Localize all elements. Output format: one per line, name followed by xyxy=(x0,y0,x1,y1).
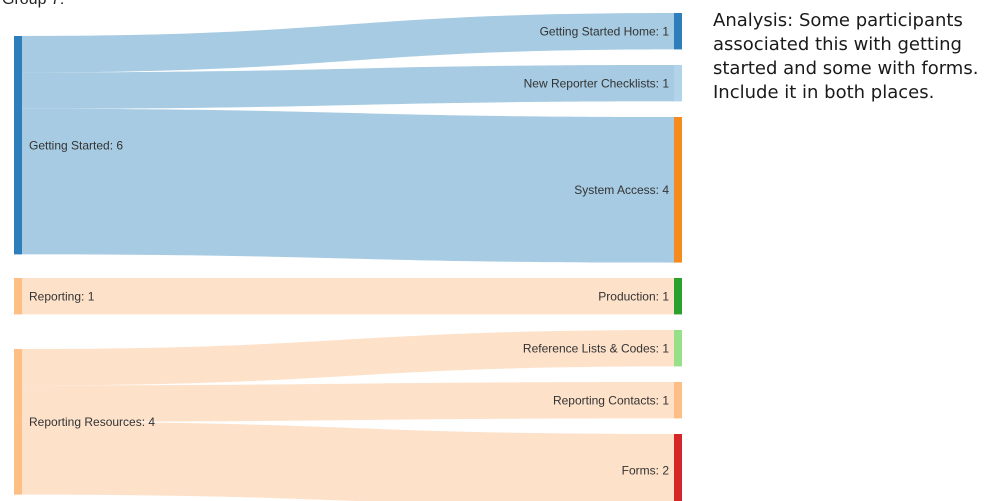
sankey-links xyxy=(22,13,674,501)
sankey-node-forms xyxy=(674,434,682,501)
sankey-link-reporting-resources-to-reference-lists-codes xyxy=(22,330,674,386)
sankey-label-reporting-contacts: Reporting Contacts: 1 xyxy=(553,393,669,407)
sankey-label-reporting: Reporting: 1 xyxy=(29,289,95,303)
sankey-node-reference-lists-codes xyxy=(674,330,682,367)
analysis-note: Analysis: Some participants associated t… xyxy=(713,10,979,103)
sankey-node-getting-started-home xyxy=(674,13,682,50)
sankey-link-getting-started-to-getting-started-home xyxy=(22,13,674,73)
sankey-node-production xyxy=(674,278,682,315)
sankey-node-new-reporter-checklists xyxy=(674,65,682,102)
sankey-link-getting-started-to-new-reporter-checklists xyxy=(22,65,674,109)
sankey-label-getting-started-home: Getting Started Home: 1 xyxy=(540,24,670,38)
sankey-node-reporting-contacts xyxy=(674,382,682,419)
sankey-node-reporting xyxy=(14,278,22,315)
sankey-diagram: Getting Started: 6 Reporting: 1 Reporting … xyxy=(14,13,682,501)
sankey-link-reporting-resources-to-reporting-contacts xyxy=(22,382,674,422)
sankey-node-reporting-resources xyxy=(14,349,22,495)
sankey-label-new-reporter-checklists: New Reporter Checklists: 1 xyxy=(524,76,670,90)
sankey-label-system-access: System Access: 4 xyxy=(574,183,669,197)
sankey-label-reporting-resources: Reporting Resources: 4 xyxy=(29,415,155,429)
sankey-label-production: Production: 1 xyxy=(598,289,669,303)
sankey-node-system-access xyxy=(674,117,682,263)
sankey-label-reference-lists-codes: Reference Lists & Codes: 1 xyxy=(523,341,669,355)
sankey-node-getting-started xyxy=(14,36,22,255)
diagram-title-fragment: Group 7: xyxy=(2,0,64,9)
sankey-link-reporting-resources-to-forms xyxy=(22,421,674,501)
sankey-link-getting-started-to-system-access xyxy=(22,108,674,263)
sankey-label-getting-started: Getting Started: 6 xyxy=(29,138,123,152)
sankey-labels: Getting Started: 6 Reporting: 1 Reporting … xyxy=(29,24,669,477)
sankey-link-reporting-to-production xyxy=(22,278,674,315)
sankey-label-forms: Forms: 2 xyxy=(622,464,670,478)
sankey-nodes xyxy=(14,13,682,501)
